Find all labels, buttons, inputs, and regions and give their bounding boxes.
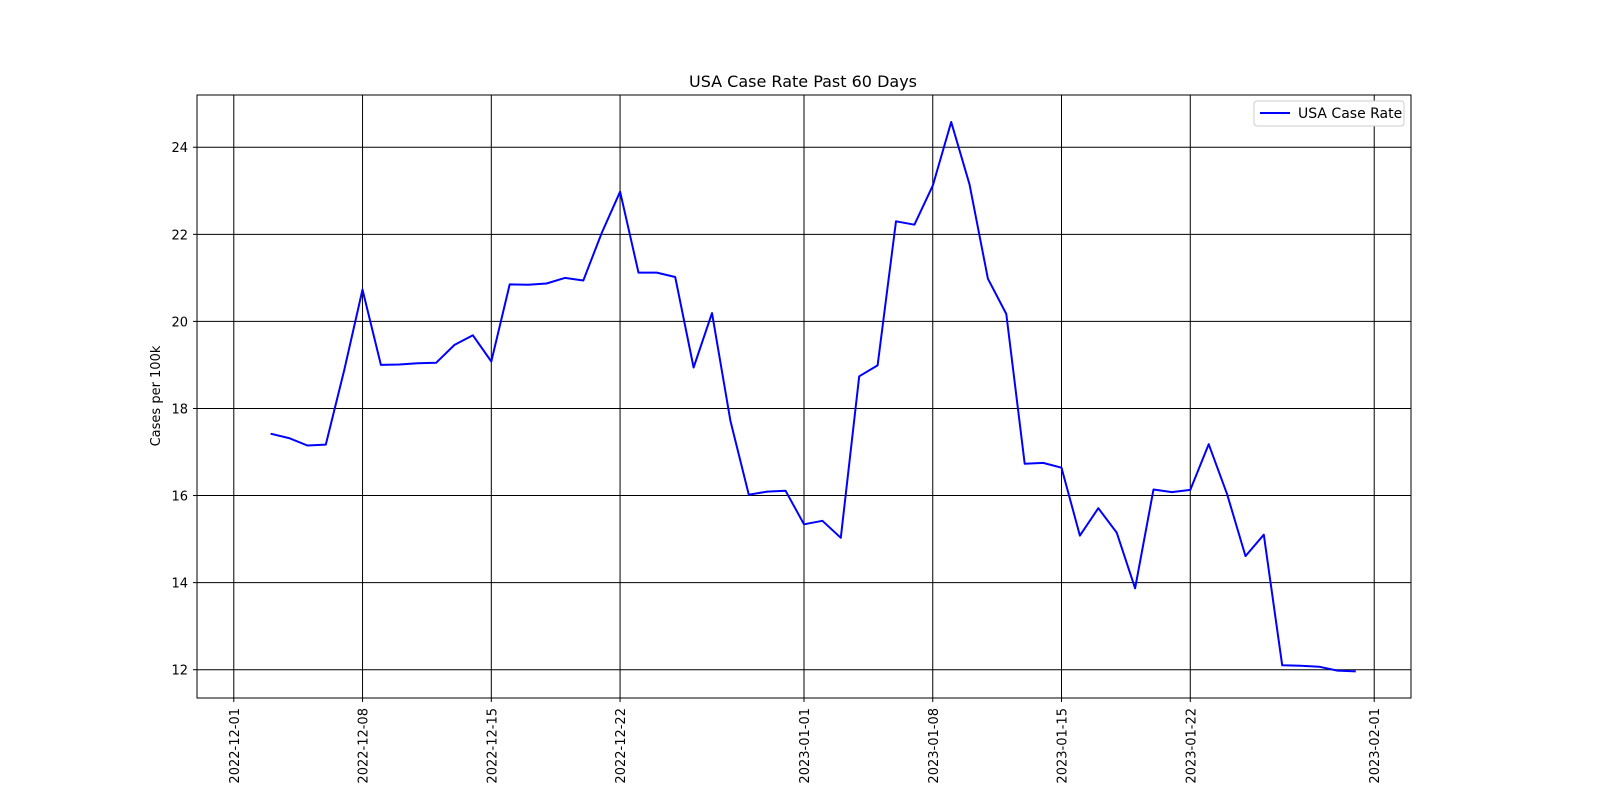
y-tick-label: 14 <box>171 577 188 592</box>
legend-box <box>1253 100 1405 127</box>
y-tick-label: 18 <box>171 402 188 417</box>
x-tick-label: 2022-12-01 <box>228 708 243 784</box>
x-tick-label: 2022-12-08 <box>357 708 372 784</box>
series-lines <box>270 121 1356 673</box>
x-tick-label: 2023-01-15 <box>1056 708 1071 784</box>
x-tick-label: 2023-02-01 <box>1368 708 1383 784</box>
legend: USA Case Rate <box>1253 100 1405 127</box>
series-line <box>270 121 1356 673</box>
chart-title: USA Case Rate Past 60 Days <box>689 72 917 91</box>
legend-label: USA Case Rate <box>1298 106 1402 122</box>
x-tick-label: 2023-01-08 <box>927 708 942 784</box>
y-tick-label: 22 <box>171 228 188 243</box>
grid-lines <box>197 95 1411 698</box>
x-tick-label: 2023-01-01 <box>798 708 813 784</box>
x-tick-label: 2023-01-22 <box>1184 708 1199 784</box>
y-axis: 12 14 16 18 20 22 24 <box>171 141 197 679</box>
x-tick-label: 2022-12-22 <box>614 708 629 784</box>
y-tick-label: 16 <box>171 490 188 505</box>
y-tick-label: 24 <box>171 141 188 156</box>
y-axis-label: Cases per 100k <box>149 345 164 446</box>
y-tick-label: 20 <box>171 315 188 330</box>
x-axis: 2022-12-01 2022-12-08 2022-12-15 2022-12-22… <box>228 698 1383 784</box>
x-tick-label: 2022-12-15 <box>485 708 500 784</box>
y-tick-label: 12 <box>171 664 188 679</box>
